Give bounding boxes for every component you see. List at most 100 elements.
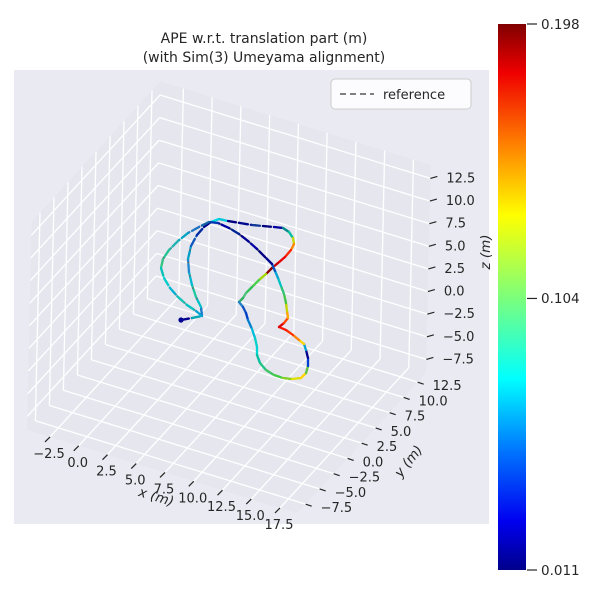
tick-mark bbox=[428, 266, 436, 270]
tick-mark bbox=[429, 221, 437, 225]
z-axis-label: z (m) bbox=[478, 234, 494, 270]
estimate-trajectory-segment bbox=[281, 226, 291, 234]
colorbar bbox=[498, 24, 526, 570]
tick-mark bbox=[274, 507, 281, 514]
tick-mark bbox=[361, 442, 368, 446]
estimate-trajectory-segment bbox=[194, 295, 203, 309]
grid-line bbox=[156, 252, 428, 338]
estimate-trajectory-segment bbox=[238, 221, 254, 227]
estimate-trajectory-segment bbox=[273, 269, 280, 280]
grid-line bbox=[119, 328, 390, 414]
estimate-trajectory-segment bbox=[186, 257, 191, 274]
estimate-trajectory-segment bbox=[255, 353, 262, 365]
estimate-trajectory-segment bbox=[270, 262, 277, 273]
estimate-trajectory-segment bbox=[226, 219, 242, 225]
tick-mark bbox=[426, 334, 435, 338]
estimate-trajectory-segment bbox=[285, 309, 290, 320]
plot-title-line2: (with Sim(3) Umeyama alignment) bbox=[143, 50, 386, 66]
y-tick-label: −2.5 bbox=[349, 471, 381, 486]
grid-line bbox=[29, 162, 160, 304]
colorbar-tick-label-min: 0.011 bbox=[541, 563, 580, 579]
z-tick-label: 2.5 bbox=[444, 262, 465, 277]
grid-line bbox=[155, 275, 427, 361]
tick-mark bbox=[428, 243, 437, 247]
tick-mark bbox=[403, 396, 410, 400]
grid-line bbox=[28, 185, 159, 327]
x-tick-label: 2.5 bbox=[96, 465, 117, 480]
tick-mark bbox=[217, 489, 223, 496]
estimate-trajectory-segment bbox=[207, 220, 220, 225]
estimate-trajectory-segment bbox=[167, 239, 180, 252]
estimate-trajectory-segment bbox=[216, 221, 231, 230]
estimate-trajectory-segment bbox=[250, 223, 265, 228]
grid-line bbox=[63, 389, 334, 475]
tick-mark bbox=[305, 503, 312, 507]
colorbar-tick-label-max: 0.198 bbox=[541, 17, 580, 33]
x-tick-label: 0.0 bbox=[67, 456, 88, 471]
z-tick-label: 5.0 bbox=[445, 239, 466, 254]
estimate-trajectory-segment bbox=[190, 314, 204, 320]
z-tick-label: 10.0 bbox=[446, 194, 475, 209]
estimate-trajectory-segment bbox=[246, 318, 254, 331]
estimate-trajectory-segment bbox=[257, 272, 268, 282]
tick-mark bbox=[417, 381, 424, 385]
estimate-trajectory-segment bbox=[290, 376, 303, 381]
estimate-trajectory-segment bbox=[159, 257, 165, 270]
tick-mark bbox=[427, 311, 435, 315]
y-tick-label: −7.5 bbox=[321, 501, 353, 516]
estimate-trajectory-segment bbox=[185, 303, 198, 313]
axis-ticks: −2.50.02.55.07.510.012.515.017.5−7.5−5.0… bbox=[33, 171, 475, 533]
tick-mark bbox=[245, 498, 252, 505]
estimate-trajectory-segment bbox=[189, 233, 199, 248]
z-tick-label: −5.0 bbox=[443, 330, 475, 345]
y-tick-label: 0.0 bbox=[363, 455, 384, 470]
estimate-trajectory-segment bbox=[272, 373, 285, 380]
x-tick-label: −2.5 bbox=[33, 447, 65, 462]
grid-line bbox=[147, 298, 418, 383]
y-tick-label: −5.0 bbox=[335, 486, 367, 501]
tick-mark bbox=[333, 473, 340, 477]
estimate-trajectory-segment bbox=[258, 361, 268, 372]
y-tick-label: 2.5 bbox=[377, 440, 398, 455]
estimate-trajectory-segment bbox=[281, 376, 294, 381]
estimate-trajectory-segment bbox=[291, 333, 301, 342]
estimate-trajectory-segment bbox=[246, 239, 259, 251]
x-tick-label: 10.0 bbox=[178, 491, 207, 506]
estimate-trajectory-segment bbox=[168, 286, 180, 299]
tick-mark bbox=[426, 356, 434, 361]
tick-mark bbox=[375, 427, 382, 431]
grid-line bbox=[29, 139, 160, 281]
z-tick-label: −7.5 bbox=[442, 352, 474, 367]
tick-mark bbox=[429, 198, 438, 202]
estimate-trajectory-segment bbox=[250, 327, 257, 340]
grid-line bbox=[35, 420, 306, 505]
estimate-trajectory-segment bbox=[197, 220, 211, 229]
grid-line bbox=[30, 117, 161, 259]
estimate-trajectory-segment bbox=[244, 311, 250, 322]
estimate-trajectory-segment bbox=[250, 278, 261, 289]
x-tick-label: 12.5 bbox=[207, 500, 236, 515]
z-tick-label: −2.5 bbox=[443, 307, 475, 322]
legend-box: reference bbox=[330, 78, 472, 110]
legend-reference-label: reference bbox=[383, 88, 445, 103]
grid-line bbox=[30, 94, 161, 236]
x-tick-label: 17.5 bbox=[265, 518, 294, 533]
grid-line bbox=[133, 313, 404, 399]
grid-line bbox=[91, 359, 362, 444]
grid-lines bbox=[26, 88, 431, 509]
estimate-trajectory-segment bbox=[272, 225, 285, 230]
grid-line bbox=[158, 139, 430, 225]
estimate-trajectory-segment bbox=[299, 371, 308, 380]
estimate-trajectory-segment bbox=[284, 301, 289, 313]
colorbar-tick-label-mid: 0.104 bbox=[541, 291, 580, 307]
estimate-trajectory-segment bbox=[244, 285, 254, 295]
tick-mark bbox=[130, 463, 137, 470]
tick-mark bbox=[44, 436, 51, 443]
y-tick-label: 7.5 bbox=[405, 410, 426, 425]
y-tick-label: 12.5 bbox=[433, 379, 462, 394]
estimate-trajectory-segment bbox=[283, 248, 293, 259]
estimate-trajectory-segment bbox=[161, 248, 171, 261]
estimate-trajectory-segment bbox=[304, 364, 310, 375]
estimate-trajectory-segment bbox=[284, 328, 295, 337]
